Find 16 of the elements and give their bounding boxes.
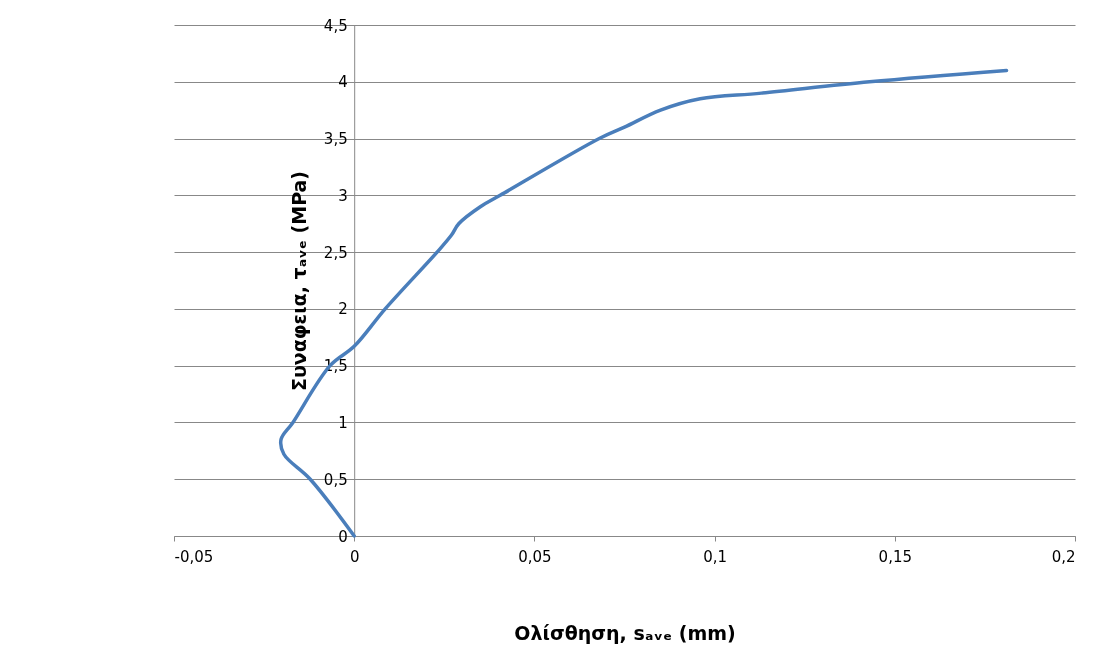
x-tick-label: -0,05 [174,547,214,566]
x-tick-label: 0,2 [1051,547,1076,566]
x-tick-label: 0,1 [703,547,728,566]
x-tick-label: 0,15 [878,547,912,566]
x-tick-label: 0,05 [518,547,552,566]
y-axis-title: Συναφεια, τₐᵥₑ (MPa) [287,170,310,392]
y-tick-label: 2 [338,300,348,319]
y-tick-label: 3,5 [323,130,348,149]
x-axis-title: Ολίσθηση, sₐᵥₑ (mm) [514,621,736,644]
y-tick-label: 3 [338,186,348,205]
y-tick-label: 4,5 [323,16,348,35]
y-tick-label: 0,5 [323,470,348,489]
y-tick-label: 4 [338,73,348,92]
y-tick-label: 1 [338,413,348,432]
y-tick-label: 2,5 [323,243,348,262]
y-tick-label: 0 [338,527,348,546]
